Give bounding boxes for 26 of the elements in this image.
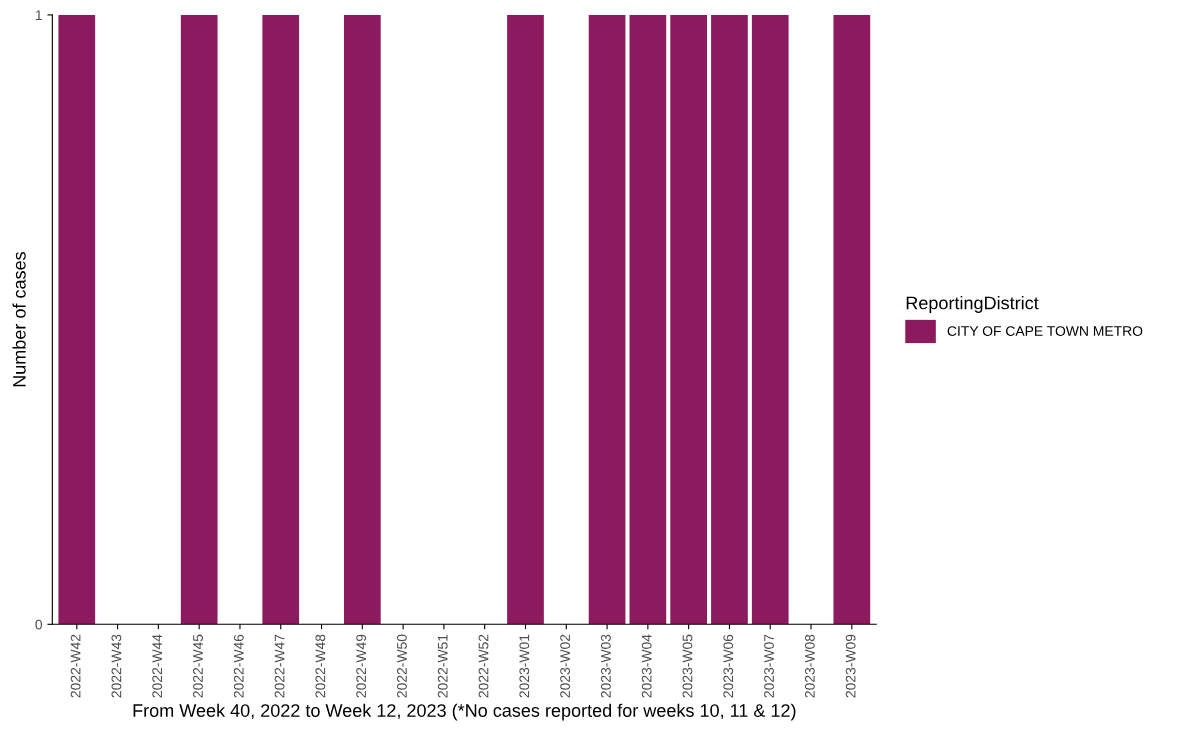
x-tick-label: 2022-W49 bbox=[356, 634, 367, 698]
x-tick-label: 2023-W04 bbox=[641, 634, 652, 698]
x-tick-label: 2023-W03 bbox=[600, 634, 611, 698]
x-tick-label: 2023-W01 bbox=[519, 634, 530, 698]
legend-title: ReportingDistrict bbox=[906, 296, 1039, 313]
x-tick-label: 2022-W43 bbox=[111, 634, 122, 698]
y-tick-label: 0 bbox=[35, 619, 43, 630]
x-tick-label: 2023-W02 bbox=[560, 634, 571, 698]
x-tick-label: 2022-W50 bbox=[397, 634, 407, 698]
x-tick-label: 2022-W51 bbox=[437, 634, 448, 698]
x-tick-label: 2022-W42 bbox=[70, 634, 81, 698]
x-tick-label: 2022-W48 bbox=[315, 634, 326, 698]
x-tick-label: 2023-W06 bbox=[723, 634, 734, 698]
x-tick-label: 2023-W07 bbox=[764, 634, 774, 698]
legend-label: CITY OF CAPE TOWN METRO bbox=[947, 326, 1143, 336]
y-axis-title: Number of cases bbox=[12, 252, 26, 387]
x-tick-label: 2022-W52 bbox=[478, 634, 489, 698]
x-axis-title: From Week 40, 2022 to Week 12, 2023 (*No cases reported for weeks 10, 11 & 12) bbox=[133, 703, 796, 721]
x-tick-label: 2022-W46 bbox=[233, 634, 244, 698]
x-tick-label: 2023-W09 bbox=[845, 634, 856, 698]
x-tick-label: 2022-W45 bbox=[193, 634, 203, 698]
x-tick-label: 2022-W44 bbox=[152, 634, 163, 698]
y-tick-label: 1 bbox=[35, 10, 42, 20]
x-tick-label: 2023-W05 bbox=[682, 634, 693, 698]
x-tick-label: 2023-W08 bbox=[804, 634, 815, 698]
x-tick-label: 2022-W47 bbox=[274, 634, 285, 698]
